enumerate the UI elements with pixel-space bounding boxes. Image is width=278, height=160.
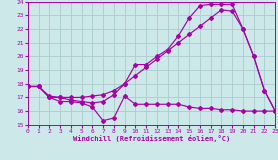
X-axis label: Windchill (Refroidissement éolien,°C): Windchill (Refroidissement éolien,°C) [73,135,230,142]
